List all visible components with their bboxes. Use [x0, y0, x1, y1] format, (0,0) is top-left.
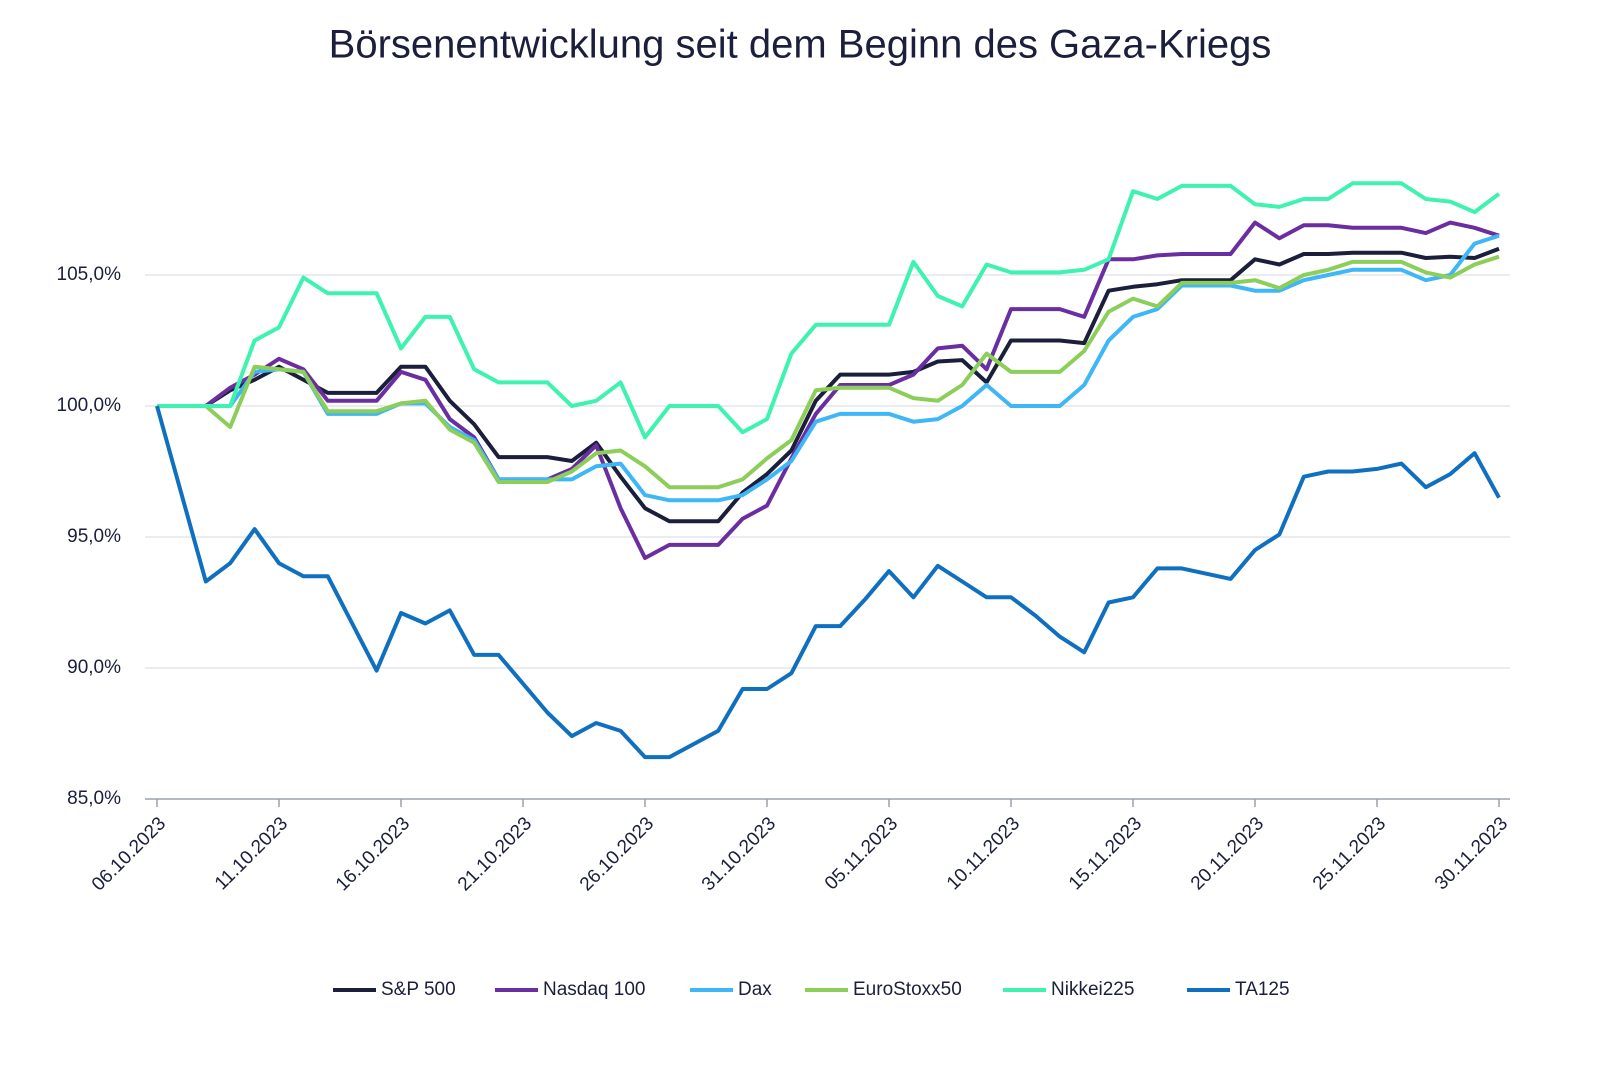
series-line — [157, 181, 1501, 440]
legend-item: Dax — [690, 979, 772, 1000]
legend-label: Nasdaq 100 — [543, 979, 645, 1000]
legend-label: EuroStoxx50 — [853, 979, 962, 1000]
series-line — [157, 254, 1500, 490]
legend-label: TA125 — [1235, 979, 1290, 1000]
chart-title: Börsenentwicklung seit dem Beginn des Ga… — [329, 23, 1272, 67]
legend-label: Nikkei225 — [1051, 979, 1134, 1000]
y-tick-label: 100,0% — [57, 395, 122, 416]
series-line — [157, 220, 1500, 560]
y-tick-label: 105,0% — [57, 264, 122, 285]
legend-label: S&P 500 — [381, 979, 456, 1000]
legend-item: Nasdaq 100 — [495, 979, 645, 1000]
legend-label: Dax — [738, 979, 772, 1000]
legend-item: Nikkei225 — [1003, 979, 1134, 1000]
legend-item: EuroStoxx50 — [805, 979, 962, 1000]
y-tick-label: 90,0% — [67, 657, 121, 678]
series-line — [157, 246, 1500, 524]
legend-item: TA125 — [1187, 979, 1290, 1000]
legend-item: S&P 500 — [333, 979, 456, 1000]
series-line — [155, 405, 1501, 760]
y-tick-label: 85,0% — [67, 788, 121, 809]
y-tick-label: 95,0% — [67, 526, 121, 547]
